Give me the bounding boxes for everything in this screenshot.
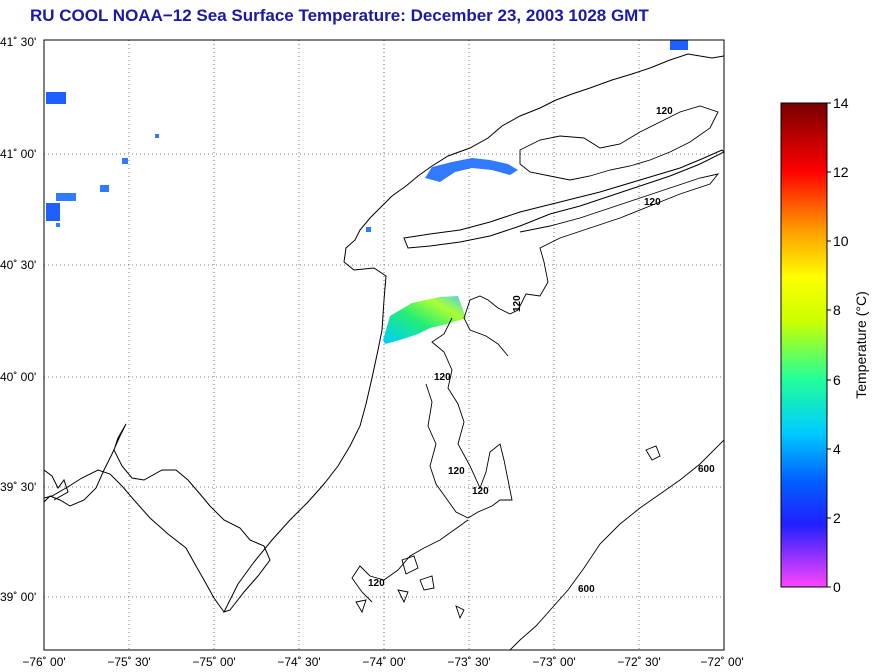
- contour-120-hudson-canyon: [425, 317, 513, 519]
- colorbar-ticks: [827, 102, 831, 588]
- lon-tick-label: −75˚ 00': [192, 655, 235, 669]
- colorbar-tick-label: 2: [833, 510, 841, 526]
- contour-small-4: [397, 589, 409, 604]
- sst-patch-e: [122, 158, 128, 164]
- contour-small-3: [419, 575, 435, 591]
- sst-patch-f: [155, 134, 159, 138]
- contour-label: 120: [472, 486, 489, 497]
- contour-600: [509, 439, 724, 650]
- sst-patch-h: [56, 223, 60, 227]
- contour-label: 120: [644, 197, 661, 208]
- contour-label: 600: [578, 584, 595, 595]
- colorbar-title: Temperature (°C): [853, 291, 869, 399]
- coastlines: [44, 53, 724, 613]
- coastline-delaware-bay: [44, 469, 225, 613]
- lon-tick-label: −74˚ 30': [277, 655, 320, 669]
- contour-label: 120: [434, 372, 451, 383]
- contour-label: 120: [368, 578, 385, 589]
- contour-small-6: [355, 599, 367, 614]
- colorbar: 14 12 10 8 6 4 2 0 Temperature (°C): [780, 95, 869, 595]
- lat-tick-label: 39˚ 30': [0, 480, 36, 494]
- colorbar-tick-label: 14: [833, 95, 849, 111]
- sst-patch-a: [46, 92, 66, 104]
- lon-tick-label: −74˚ 00': [362, 655, 405, 669]
- lat-tick-label: 40˚ 00': [0, 370, 36, 384]
- contour-120-north: [519, 105, 719, 181]
- coastline-long-island: [403, 149, 724, 249]
- contour-label: 120: [656, 106, 673, 117]
- sst-patch-c: [56, 193, 76, 201]
- contour-labels: 120 120 120 120 120 120 120 600 600: [368, 106, 715, 595]
- contour-label: 600: [698, 464, 715, 475]
- colorbar-gradient: [780, 102, 828, 588]
- map-title: RU COOL NOAA−12 Sea Surface Temperature:…: [30, 6, 649, 25]
- sst-patch-d: [100, 185, 109, 192]
- contour-120-south: [463, 173, 720, 357]
- lat-tick-label: 40˚ 30': [0, 258, 36, 272]
- contour-small-2: [401, 555, 419, 575]
- bathymetry-contours: [351, 105, 724, 650]
- colorbar-tick-label: 10: [833, 233, 849, 249]
- latitude-labels: 41˚ 30' 41˚ 00' 40˚ 30' 40˚ 00' 39˚ 30' …: [0, 35, 36, 604]
- colorbar-tick-label: 0: [833, 579, 841, 595]
- lat-tick-label: 41˚ 00': [0, 147, 36, 161]
- sst-patch-g: [670, 40, 688, 50]
- contour-label: 120: [448, 466, 465, 477]
- lon-tick-label: −75˚ 30': [107, 655, 150, 669]
- graticule: [44, 40, 724, 650]
- lat-tick-label: 41˚ 30': [0, 35, 36, 49]
- sst-patch-i: [366, 227, 371, 232]
- contour-label: 120: [512, 295, 523, 312]
- lon-tick-label: −72˚ 00': [700, 655, 743, 669]
- coastline-nj-delmarva: [44, 261, 387, 613]
- longitude-labels: −76˚ 00' −75˚ 30' −75˚ 00' −74˚ 30' −74˚…: [22, 655, 743, 669]
- coastline-new-england: [343, 53, 724, 263]
- contour-120-mid: [351, 519, 469, 603]
- colorbar-tick-label: 8: [833, 302, 841, 318]
- sst-data-patches: [46, 40, 688, 344]
- lon-tick-label: −73˚ 00': [532, 655, 575, 669]
- coastline-west-edge: [44, 469, 69, 501]
- sst-patch-b: [46, 203, 60, 221]
- sst-patch-long-island-sound: [425, 158, 518, 182]
- colorbar-tick-label: 4: [833, 441, 841, 457]
- lon-tick-label: −72˚ 30': [617, 655, 660, 669]
- lon-tick-label: −76˚ 00': [22, 655, 65, 669]
- sst-patch-ny-bight: [383, 296, 466, 344]
- contour-small-5: [455, 605, 465, 620]
- lat-tick-label: 39˚ 00': [0, 590, 36, 604]
- colorbar-tick-label: 6: [833, 372, 841, 388]
- lon-tick-label: −73˚ 30': [447, 655, 490, 669]
- colorbar-tick-label: 12: [833, 164, 849, 180]
- contour-small-1: [645, 445, 661, 461]
